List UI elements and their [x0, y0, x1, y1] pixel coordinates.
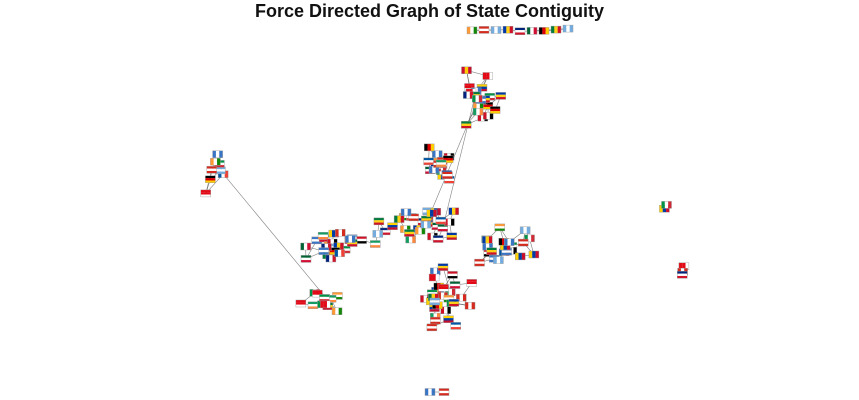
state-flag-node	[443, 315, 454, 323]
state-flag-node	[435, 216, 447, 225]
state-flag-node	[449, 281, 461, 289]
state-flag-node	[424, 143, 435, 152]
state-flag-node	[474, 258, 485, 267]
state-flag-node	[486, 247, 497, 255]
state-flag-node	[494, 223, 505, 232]
state-flag-node	[317, 232, 329, 240]
state-flag-node	[502, 26, 514, 34]
state-flag-node	[370, 240, 381, 248]
state-flag-node	[429, 297, 440, 306]
state-flag-node	[435, 159, 447, 168]
state-flag-node	[424, 388, 436, 396]
state-flag-node	[325, 254, 337, 263]
state-flag-node	[472, 107, 484, 116]
state-flag-node	[334, 249, 345, 257]
state-flag-node	[428, 273, 440, 282]
state-flag-node	[437, 263, 449, 271]
state-flag-node	[677, 271, 688, 279]
state-flag-node	[437, 224, 448, 232]
state-flag-node	[318, 247, 329, 255]
state-flag-node	[442, 155, 454, 164]
graph-link	[442, 91, 477, 228]
state-flag-node	[489, 106, 501, 114]
state-flag-node	[493, 256, 504, 264]
state-flag-node	[448, 207, 459, 215]
graph-nodes	[200, 24, 690, 396]
state-flag-node	[538, 27, 550, 35]
state-flag-node	[461, 66, 472, 75]
state-flag-node	[478, 26, 490, 34]
state-flag-node	[387, 222, 398, 230]
state-flag-node	[373, 217, 385, 226]
graph-link	[220, 170, 338, 312]
graph-link	[442, 267, 451, 293]
state-flag-node	[423, 157, 434, 166]
state-flag-node	[393, 215, 405, 223]
state-flag-node	[504, 238, 515, 246]
chart-title: Force Directed Graph of State Contiguity	[254, 1, 605, 21]
state-flag-node	[482, 235, 493, 244]
state-flag-node	[515, 252, 526, 261]
state-flag-node	[461, 121, 472, 129]
state-flag-node	[335, 228, 346, 237]
state-flag-node	[426, 323, 438, 332]
state-flag-node	[463, 91, 474, 99]
state-flag-node	[414, 226, 426, 235]
state-flag-node	[331, 307, 343, 315]
state-flag-node	[495, 92, 506, 100]
state-flag-node	[432, 150, 443, 158]
state-flag-node	[526, 27, 538, 35]
state-flag-node	[447, 271, 458, 279]
state-flag-node	[472, 95, 483, 103]
state-flag-node	[446, 232, 457, 241]
state-flag-node	[562, 24, 574, 33]
state-flag-node	[356, 236, 367, 244]
state-flag-node	[430, 316, 441, 325]
state-flag-node	[295, 299, 307, 308]
state-flag-node	[514, 27, 526, 35]
state-flag-node	[483, 112, 494, 120]
state-flag-node	[420, 220, 431, 229]
state-flag-node	[456, 293, 467, 302]
state-flag-node	[466, 26, 478, 35]
state-flag-node	[206, 166, 217, 174]
state-flag-node	[438, 284, 449, 292]
state-flag-node	[212, 150, 223, 158]
state-flag-node	[300, 242, 311, 251]
state-flag-node	[300, 255, 312, 263]
state-flag-node	[482, 72, 493, 80]
state-flag-node	[345, 235, 356, 243]
state-flag-node	[490, 26, 502, 34]
state-flag-node	[210, 158, 221, 166]
state-flag-node	[432, 235, 444, 243]
state-flag-node	[426, 209, 437, 217]
state-flag-node	[440, 306, 451, 314]
state-flag-node	[466, 279, 477, 287]
state-flag-node	[450, 322, 461, 330]
state-flag-node	[205, 175, 216, 184]
state-flag-node	[307, 301, 319, 309]
state-flag-node	[400, 208, 412, 217]
state-flag-node	[661, 201, 672, 209]
state-flag-node	[312, 289, 323, 298]
state-flag-node	[200, 189, 212, 198]
state-flag-node	[442, 171, 453, 179]
state-flag-node	[464, 302, 476, 310]
state-flag-node	[524, 234, 535, 243]
state-flag-node	[319, 294, 330, 302]
state-flag-node	[404, 229, 415, 237]
graph-links	[205, 28, 685, 393]
state-flag-node	[448, 299, 460, 307]
state-flag-node	[405, 235, 416, 244]
state-flag-node	[518, 238, 529, 247]
state-flag-node	[550, 25, 562, 34]
state-flag-node	[438, 388, 450, 396]
state-flag-node	[519, 226, 531, 234]
state-flag-node	[372, 230, 383, 238]
state-flag-node	[528, 250, 540, 259]
state-flag-node	[408, 213, 419, 222]
state-flag-node	[320, 300, 331, 309]
